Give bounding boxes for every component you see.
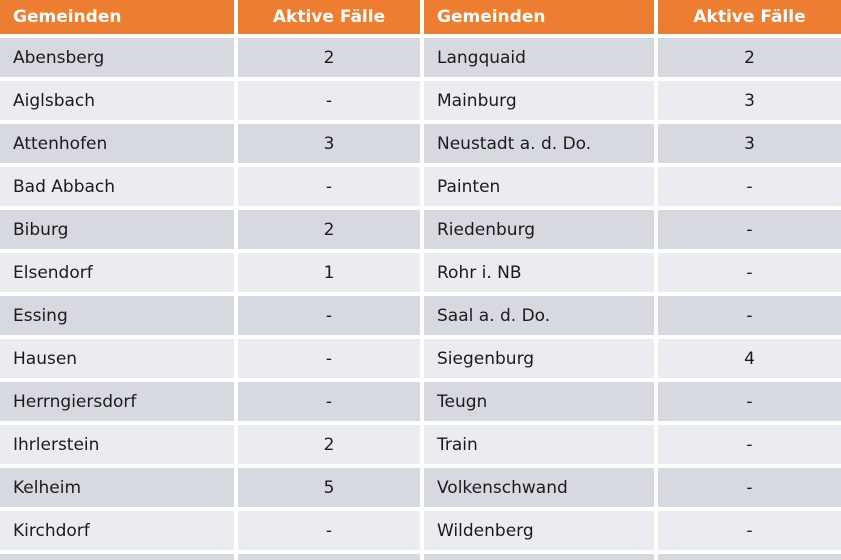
gemeinde-cell: Abensberg	[0, 38, 234, 77]
aktive-faelle-cell: 4	[658, 339, 841, 378]
gemeinde-cell: Bad Abbach	[0, 167, 234, 206]
column-header-gemeinden-right: Gemeinden	[424, 0, 654, 34]
gemeinde-cell: Kirchdorf	[0, 511, 234, 550]
gemeinde-cell: Rohr i. NB	[424, 253, 654, 292]
clipped-next-row-cell	[238, 554, 420, 560]
gemeinde-cell: Neustadt a. d. Do.	[424, 124, 654, 163]
aktive-faelle-cell: 3	[238, 124, 420, 163]
gemeinde-cell: Ihrlerstein	[0, 425, 234, 464]
gemeinde-cell: Elsendorf	[0, 253, 234, 292]
clipped-next-row-cell	[0, 554, 234, 560]
aktive-faelle-cell: 2	[238, 425, 420, 464]
gemeinde-cell: Volkenschwand	[424, 468, 654, 507]
aktive-faelle-cell: -	[658, 511, 841, 550]
gemeinde-cell: Hausen	[0, 339, 234, 378]
gemeinde-cell: Saal a. d. Do.	[424, 296, 654, 335]
aktive-faelle-cell: -	[658, 468, 841, 507]
gemeinde-cell: Mainburg	[424, 81, 654, 120]
aktive-faelle-cell: -	[238, 167, 420, 206]
gemeinde-cell: Essing	[0, 296, 234, 335]
aktive-faelle-cell: -	[238, 382, 420, 421]
gemeinde-cell: Painten	[424, 167, 654, 206]
aktive-faelle-cell: 2	[238, 38, 420, 77]
gemeinde-cell: Train	[424, 425, 654, 464]
gemeinde-cell: Aiglsbach	[0, 81, 234, 120]
gemeinde-cell: Langquaid	[424, 38, 654, 77]
column-header-aktive-faelle-left: Aktive Fälle	[238, 0, 420, 34]
aktive-faelle-cell: -	[238, 81, 420, 120]
aktive-faelle-cell: -	[658, 210, 841, 249]
aktive-faelle-cell: -	[658, 425, 841, 464]
clipped-next-row-cell	[658, 554, 841, 560]
aktive-faelle-cell: -	[658, 167, 841, 206]
aktive-faelle-cell: 2	[658, 38, 841, 77]
gemeinde-cell: Kelheim	[0, 468, 234, 507]
aktive-faelle-cell: 3	[658, 124, 841, 163]
column-header-aktive-faelle-right: Aktive Fälle	[658, 0, 841, 34]
aktive-faelle-cell: -	[658, 253, 841, 292]
aktive-faelle-cell: -	[238, 339, 420, 378]
gemeinde-cell: Siegenburg	[424, 339, 654, 378]
gemeinde-cell: Wildenberg	[424, 511, 654, 550]
aktive-faelle-cell: -	[238, 511, 420, 550]
aktive-faelle-cell: 2	[238, 210, 420, 249]
clipped-next-row-cell	[424, 554, 654, 560]
column-header-gemeinden-left: Gemeinden	[0, 0, 234, 34]
aktive-faelle-cell: 3	[658, 81, 841, 120]
gemeinde-cell: Herrngiersdorf	[0, 382, 234, 421]
aktive-faelle-cell: -	[658, 382, 841, 421]
gemeinde-cell: Biburg	[0, 210, 234, 249]
aktive-faelle-cell: -	[658, 296, 841, 335]
aktive-faelle-cell: 1	[238, 253, 420, 292]
aktive-faelle-cell: -	[238, 296, 420, 335]
gemeinde-cell: Attenhofen	[0, 124, 234, 163]
gemeinde-cell: Teugn	[424, 382, 654, 421]
aktive-faelle-cell: 5	[238, 468, 420, 507]
gemeinde-cell: Riedenburg	[424, 210, 654, 249]
